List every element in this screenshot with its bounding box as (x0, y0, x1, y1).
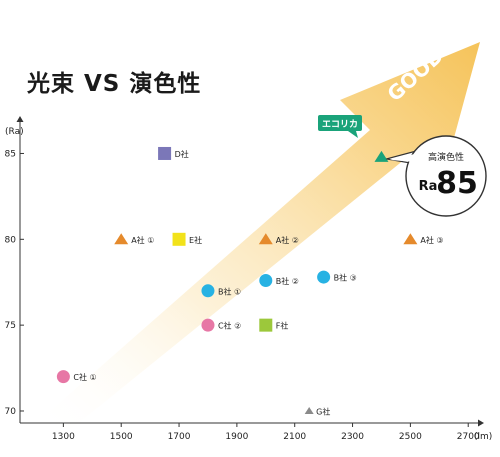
x-tick-label: 1300 (52, 432, 75, 442)
data-point-label: B社 ② (276, 276, 299, 286)
y-tick-label: 70 (5, 407, 17, 417)
y-tick-label: 75 (5, 321, 16, 331)
highlight-tag (318, 115, 362, 131)
good-arrow (40, 42, 480, 430)
data-point-label: B社 ① (218, 286, 241, 296)
data-point (304, 406, 314, 414)
x-tick-label: 2700 (457, 432, 480, 442)
data-point (172, 232, 186, 246)
x-tick-label: 2100 (283, 432, 306, 442)
highlight-tag-label: エコリカ (322, 119, 358, 130)
data-point-label: A社 ② (276, 235, 299, 245)
x-tick-label: 2500 (399, 432, 422, 442)
data-point (114, 233, 129, 245)
x-axis-arrowhead (478, 419, 484, 427)
chart-title: 光束 VS 演色性 (27, 71, 202, 97)
x-tick-label: 1700 (168, 432, 191, 442)
data-point (258, 233, 273, 245)
data-point (259, 274, 273, 288)
callout-title: 高演色性 (428, 151, 464, 163)
y-axis-arrowhead (16, 116, 24, 122)
data-point (201, 318, 215, 332)
y-tick-label: 85 (5, 149, 16, 159)
data-point-label: F社 (276, 321, 289, 331)
callout-value: 85 (436, 166, 478, 201)
data-point (56, 370, 70, 384)
data-point (201, 284, 215, 298)
x-axis-label: (lm) (474, 432, 492, 442)
data-point-label: A社 ③ (420, 235, 443, 245)
data-point (158, 146, 172, 160)
callout-pointer-mask (389, 153, 419, 162)
data-point (259, 318, 273, 332)
x-tick-label: 1900 (225, 432, 248, 442)
callout-circle (405, 135, 487, 217)
highlight-point (374, 150, 389, 162)
data-point (317, 270, 331, 284)
y-axis-label: (Ra) (5, 127, 24, 137)
highlight-tag-pointer (348, 131, 358, 138)
x-tick-label: 1500 (110, 432, 133, 442)
data-point-label: A社 ① (131, 235, 154, 245)
data-point (403, 233, 418, 245)
data-point-label: C社 ① (73, 372, 96, 382)
data-point-label: B社 ③ (334, 273, 357, 283)
data-point-label: G社 (316, 406, 330, 416)
data-point-label: D社 (175, 149, 189, 159)
data-point-label: E社 (189, 235, 202, 245)
data-point-label: C社 ② (218, 321, 241, 331)
x-tick-label: 2300 (341, 432, 364, 442)
y-tick-label: 80 (5, 235, 17, 245)
callout-prefix: Ra (419, 179, 438, 194)
